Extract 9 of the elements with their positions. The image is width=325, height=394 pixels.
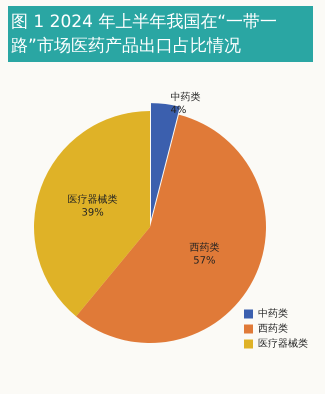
data-label: 39% bbox=[81, 207, 104, 218]
data-label: 57% bbox=[193, 256, 216, 267]
chart-title: 图 1 2024 年上半年我国在“一带一路”市场医药产品出口占比情况 bbox=[8, 6, 313, 62]
legend-label: 西药类 bbox=[258, 322, 288, 334]
slice-label: 西药类 bbox=[189, 242, 220, 254]
legend-label: 中药类 bbox=[258, 308, 288, 320]
legend-label: 医疗器械类 bbox=[258, 338, 308, 350]
slice-label: 医疗器械类 bbox=[68, 193, 118, 206]
slice-label: 中药类 bbox=[170, 90, 201, 103]
